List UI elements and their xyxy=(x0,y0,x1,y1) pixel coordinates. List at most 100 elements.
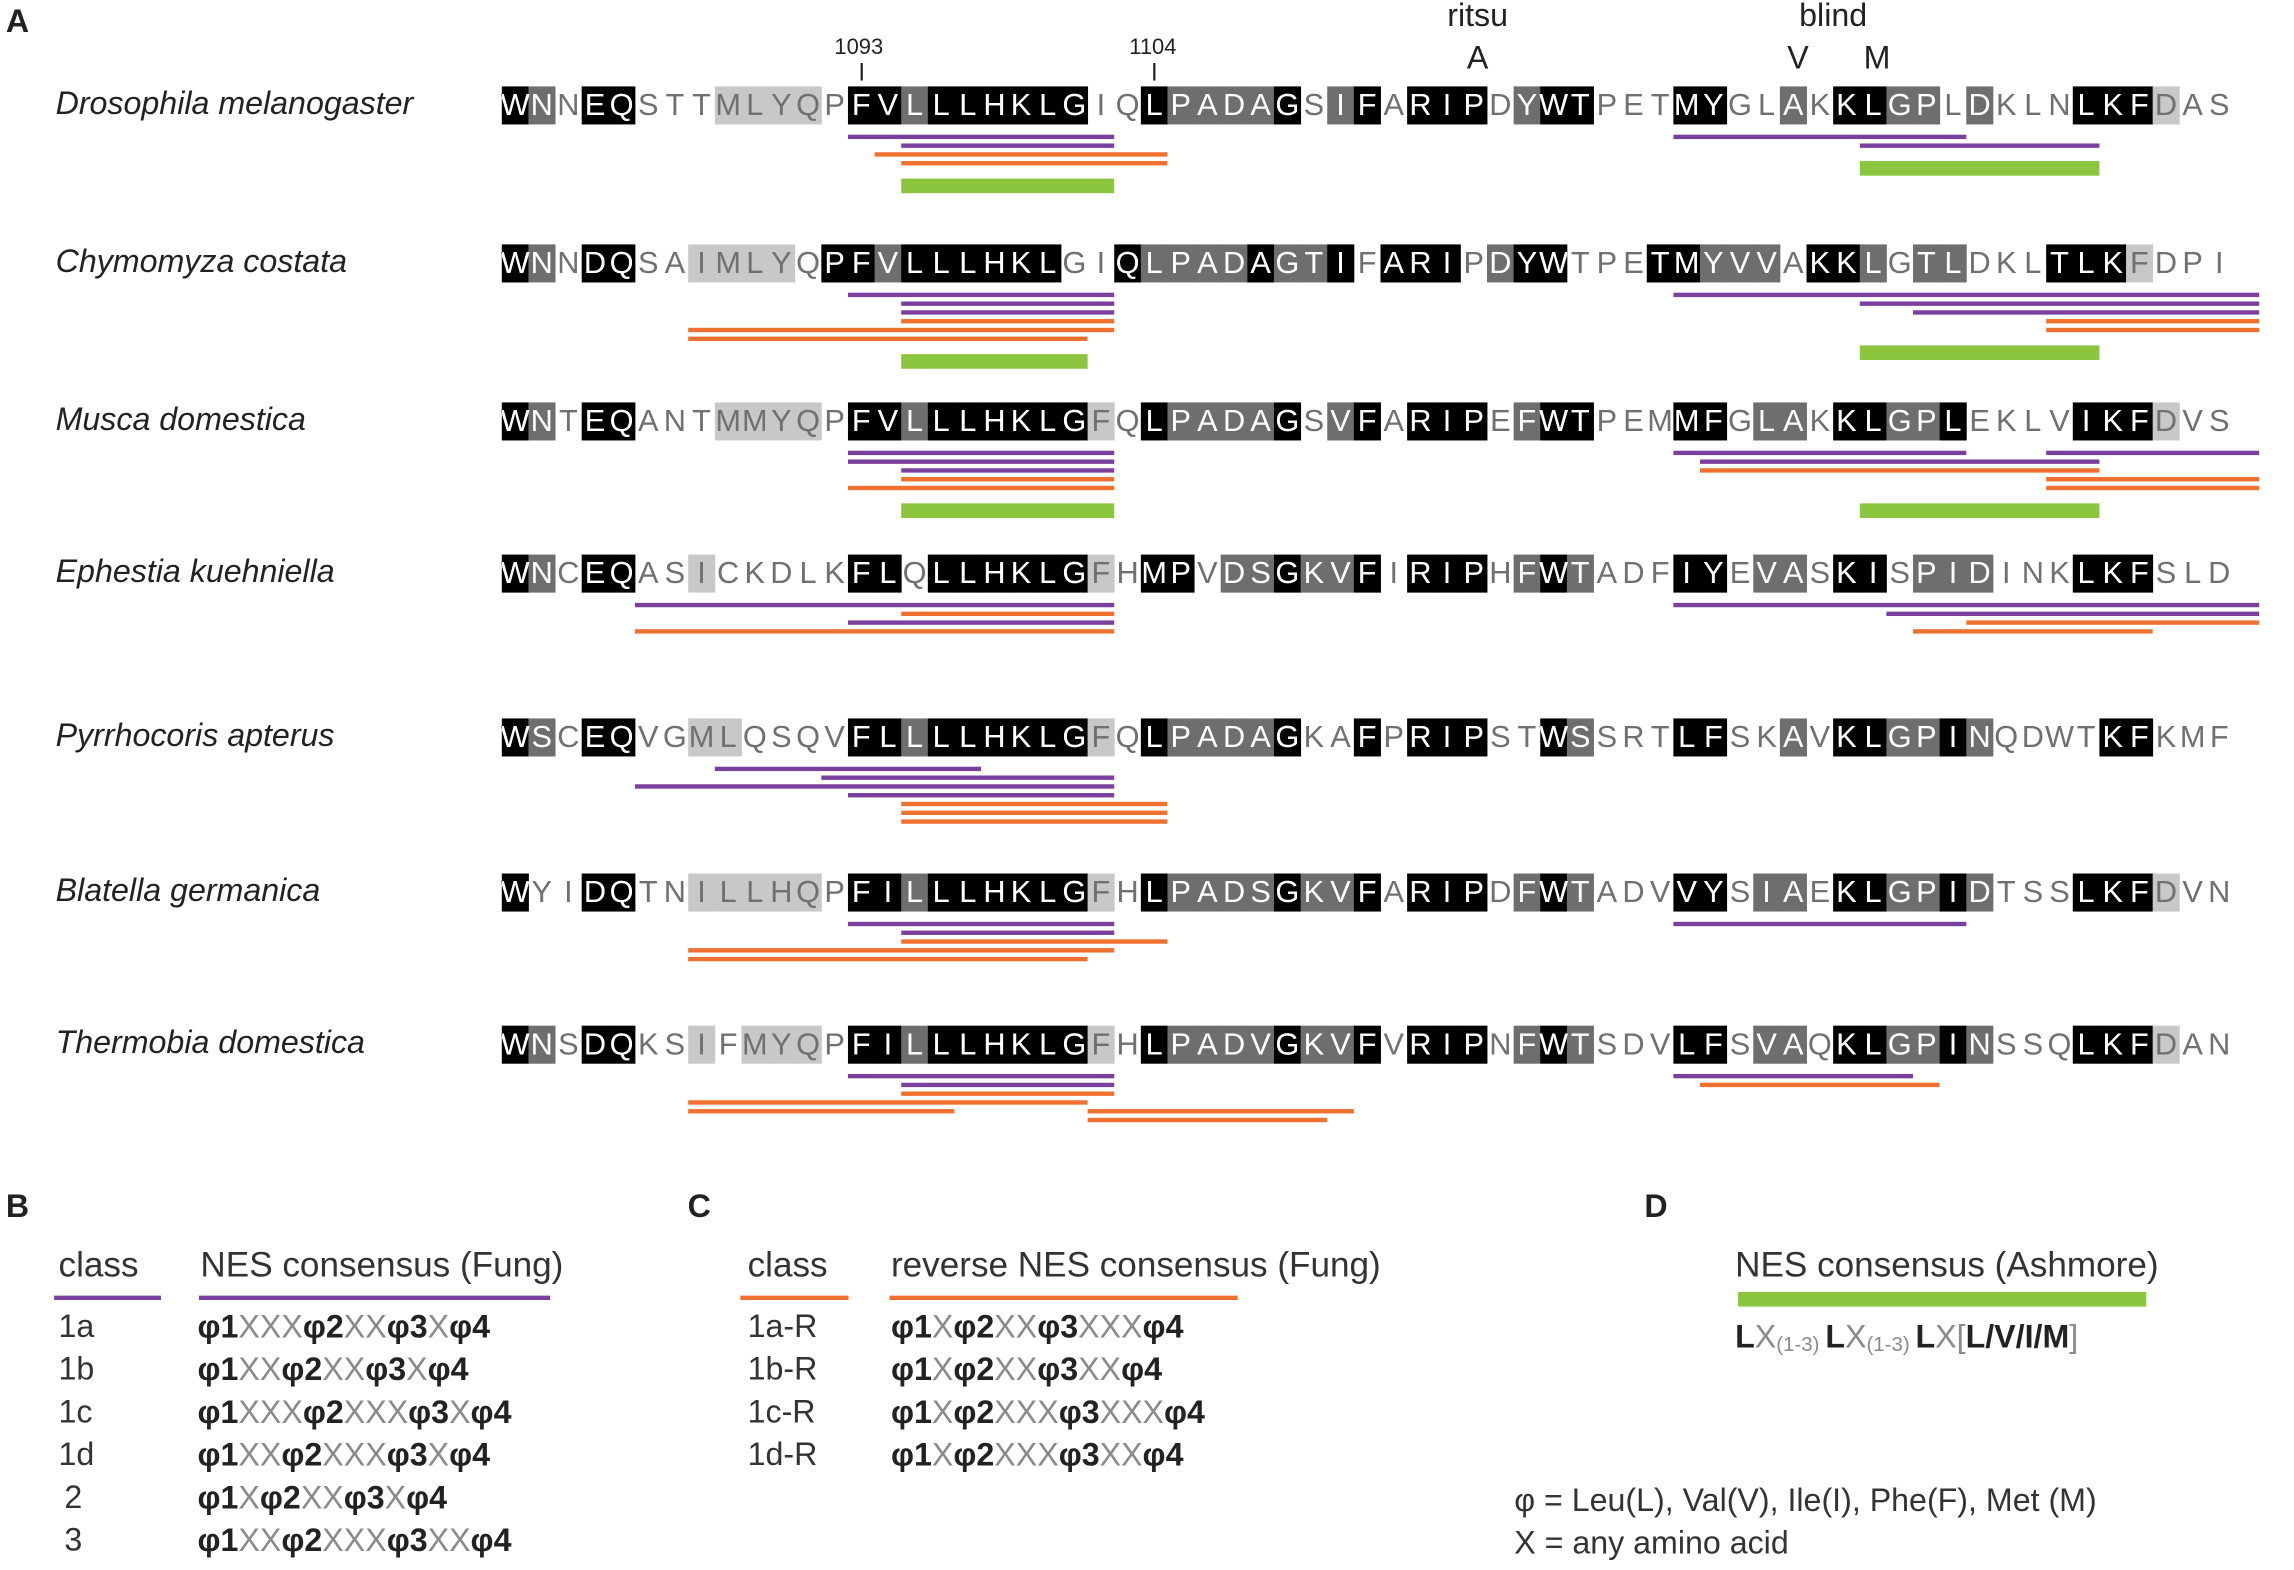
formula-part: 3 xyxy=(1060,1351,1078,1387)
residue-shade xyxy=(1220,873,1248,912)
nes-line xyxy=(634,629,1115,634)
consensus-formula: φ1Xφ2XXφ3Xφ4 xyxy=(198,1479,448,1515)
residue-shade xyxy=(501,718,529,757)
residue-shade xyxy=(1114,244,1142,283)
residue-shade xyxy=(927,402,955,441)
formula-part: 2 xyxy=(326,1308,344,1344)
residue-shade xyxy=(714,244,742,283)
nes-line xyxy=(2046,485,2260,491)
formula-part: X xyxy=(365,1308,386,1344)
residue-shade xyxy=(608,1025,636,1064)
residue-shade xyxy=(1407,244,1435,283)
nes-line xyxy=(1886,611,2260,617)
nes-line xyxy=(1913,629,2153,634)
residue-shade xyxy=(1327,873,1355,912)
residue-shade xyxy=(1700,402,1728,441)
consensus-formula: φ1XXXφ2XXXφ3Xφ4 xyxy=(198,1393,512,1429)
formula-part: φ xyxy=(891,1351,914,1387)
class-label: 1b xyxy=(59,1351,95,1387)
residue-shade xyxy=(2152,873,2180,912)
residue-shade xyxy=(1140,244,1168,283)
residue-shade xyxy=(874,86,902,125)
residue-shade xyxy=(1167,1025,1195,1064)
formula-part: 4 xyxy=(1144,1351,1162,1387)
residue-shade xyxy=(2072,554,2100,593)
residue-shade xyxy=(2072,873,2100,912)
species-name: Chymomyza costata xyxy=(56,243,347,279)
nes-line xyxy=(1673,921,1967,927)
formula-part: φ xyxy=(198,1522,221,1558)
formula-part: X xyxy=(344,1351,365,1387)
residue-shade xyxy=(2072,244,2100,283)
consensus-bar xyxy=(1738,1291,2147,1307)
class-label: 1c-R xyxy=(748,1393,816,1429)
residue-shade xyxy=(1779,86,1807,125)
residue-shade xyxy=(1540,402,1568,441)
formula-part: X xyxy=(238,1522,259,1558)
formula-part: 1 xyxy=(914,1351,932,1387)
formula-token: L xyxy=(1916,1318,1936,1354)
nes-line xyxy=(1700,468,2100,473)
residue-shade xyxy=(1886,1025,1914,1064)
nes-line xyxy=(901,1082,1115,1088)
formula-part: φ xyxy=(281,1522,304,1558)
residue-shade xyxy=(794,1025,822,1064)
residue-shade xyxy=(741,244,769,283)
formula-part: φ xyxy=(1121,1351,1144,1387)
formula-part: 3 xyxy=(1060,1308,1078,1344)
residue-shade xyxy=(1194,1025,1222,1064)
formula-part: X xyxy=(260,1308,281,1344)
residue-shade xyxy=(501,873,529,912)
formula-part: X xyxy=(1016,1351,1037,1387)
formula-part: X xyxy=(322,1522,343,1558)
formula-token: (1-3) xyxy=(1866,1333,1909,1356)
formula-part: φ xyxy=(387,1308,410,1344)
formula-part: 1 xyxy=(914,1436,932,1472)
residue-shade xyxy=(2099,718,2127,757)
residue-shade xyxy=(1140,873,1168,912)
residue-shade xyxy=(1433,1025,1461,1064)
formula-part: X xyxy=(994,1351,1015,1387)
consensus-formula: φ1XXφ2XXXφ3XXφ4 xyxy=(198,1522,512,1558)
residue-shade xyxy=(1140,402,1168,441)
residue-shade xyxy=(1460,86,1488,125)
residue-shade xyxy=(688,873,716,912)
residue-shade xyxy=(1673,244,1701,283)
formula-token: L/V/I/M xyxy=(1966,1318,2070,1354)
formula-part: X xyxy=(1016,1436,1037,1472)
residue-shade xyxy=(1353,402,1381,441)
class-label: 2 xyxy=(64,1479,82,1515)
residue-shade xyxy=(954,1025,982,1064)
residue-shade xyxy=(1779,718,1807,757)
formula-part: X xyxy=(932,1436,953,1472)
residue-shade xyxy=(1566,873,1594,912)
nes-line xyxy=(847,459,1115,464)
residue-shade xyxy=(1167,402,1195,441)
residue-shade xyxy=(1007,244,1035,283)
residue-shade xyxy=(1833,86,1861,125)
formula-part: 4 xyxy=(1166,1436,1184,1472)
residue-shade xyxy=(1433,554,1461,593)
nes-line xyxy=(1673,292,2260,298)
residue-shade xyxy=(1966,873,1994,912)
formula-part: 2 xyxy=(976,1308,994,1344)
residue-shade xyxy=(1007,718,1035,757)
residue-shade xyxy=(794,873,822,912)
nes-line xyxy=(2046,450,2260,456)
nes-line xyxy=(2046,319,2260,324)
residue-shade xyxy=(1513,402,1541,441)
formula-part: 1 xyxy=(221,1522,239,1558)
nes-line xyxy=(901,319,1115,324)
residue-shade xyxy=(1060,86,1089,125)
nes-line xyxy=(874,152,1168,157)
residue-shade xyxy=(1913,873,1941,912)
formula-part: X xyxy=(1078,1308,1099,1344)
formula-part: X xyxy=(932,1393,953,1429)
nes-line xyxy=(1966,620,2260,625)
residue-shade xyxy=(1540,1025,1568,1064)
residue-shade xyxy=(1007,873,1035,912)
nes-line xyxy=(1673,602,2260,608)
residue-shade xyxy=(1007,554,1035,593)
residue-shade xyxy=(1220,402,1248,441)
formula-part: φ xyxy=(449,1436,472,1472)
